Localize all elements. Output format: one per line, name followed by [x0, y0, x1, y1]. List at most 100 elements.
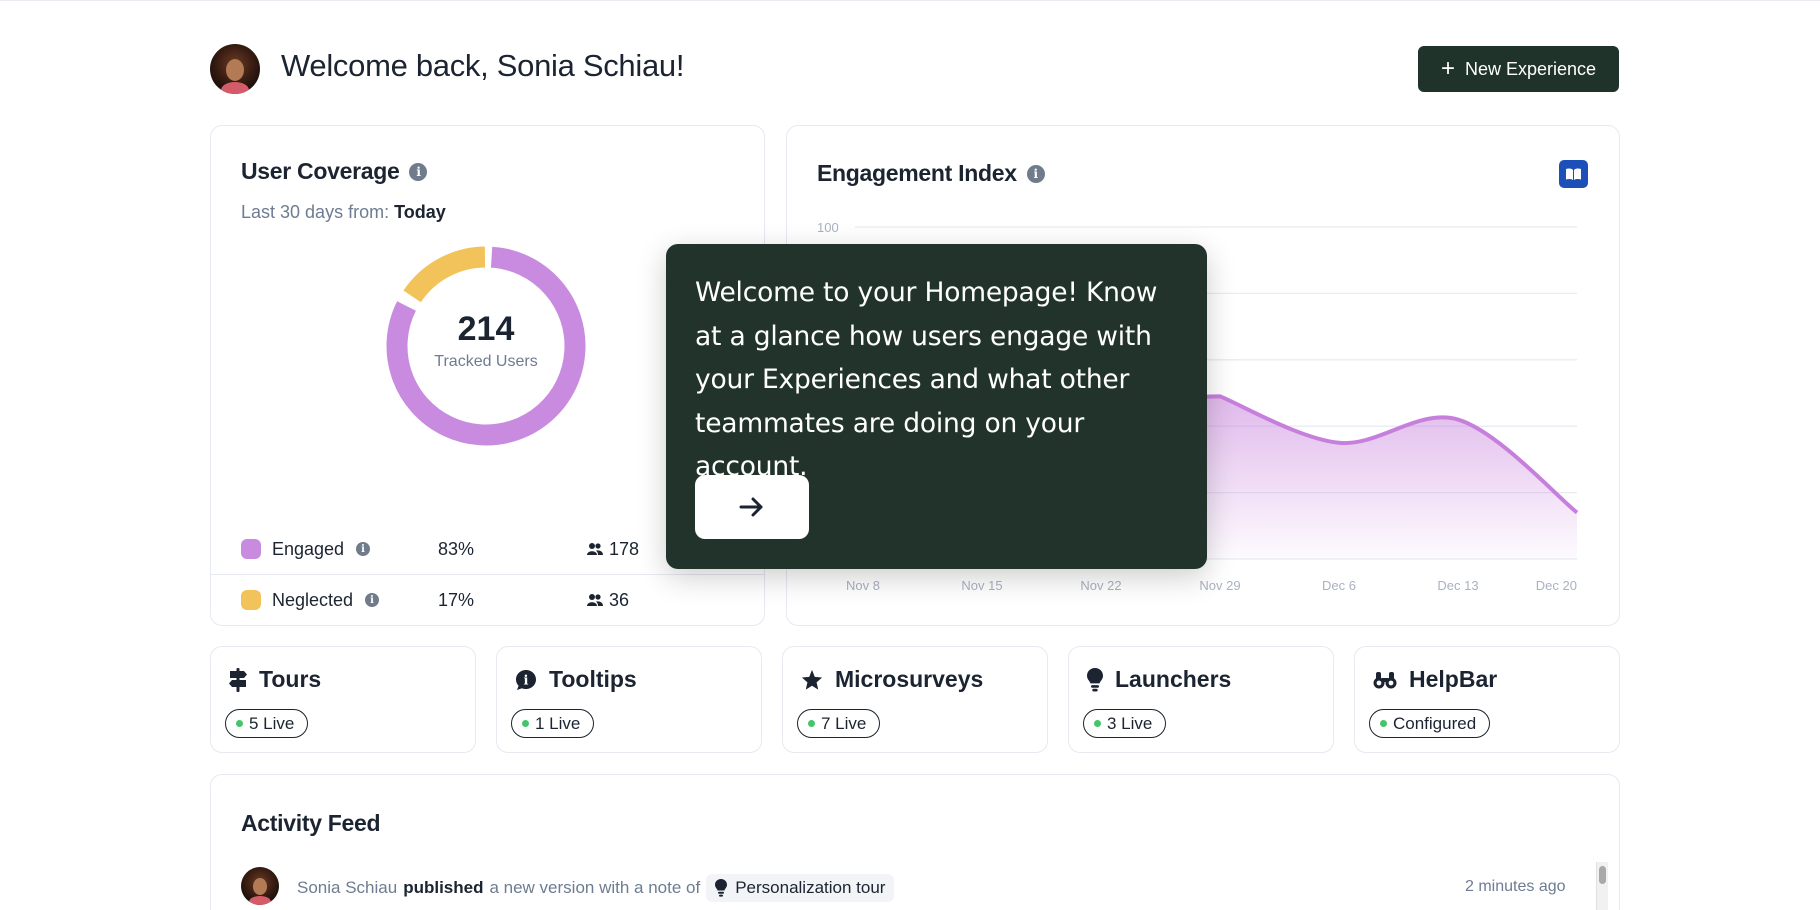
tile-status-helpbar[interactable]: Configured — [1369, 709, 1491, 738]
donut-center: 214 Tracked Users — [388, 310, 584, 371]
x-tick-label: Nov 15 — [961, 578, 1002, 593]
page-title: Welcome back, Sonia Schiau! — [281, 48, 685, 83]
activity-time: 2 minutes ago — [1465, 878, 1566, 895]
tile-microsurveys[interactable] — [782, 646, 1048, 753]
tile-launchers[interactable] — [1068, 646, 1334, 753]
new-experience-button[interactable]: + New Experience — [1418, 46, 1619, 92]
tile-label: Microsurveys — [835, 666, 984, 692]
engaged-percent: 83% — [438, 538, 475, 559]
x-tick-label: Dec 20 — [1536, 578, 1577, 593]
activity-target-tag[interactable]: Personalization tour — [706, 874, 895, 902]
engagement-line — [854, 394, 1579, 515]
date-range-value: Today — [394, 202, 446, 222]
legend-row-engaged[interactable]: Engaged i 83% 178 — [210, 523, 764, 575]
activity-action: published — [403, 878, 484, 897]
lightbulb-icon — [1087, 667, 1103, 692]
engagement-index-title-text: Engagement Index — [817, 160, 1017, 186]
donut-segment-neglected[interactable] — [385, 245, 587, 447]
activity-item[interactable]: Sonia Schiau published a new version wit… — [297, 874, 895, 902]
tracked-users-count: 214 — [457, 310, 515, 348]
engagement-index-title: Engagement Index i — [817, 160, 1045, 187]
activity-feed-title: Activity Feed — [241, 810, 381, 836]
engaged-count-value: 178 — [609, 538, 640, 559]
tile-tooltips[interactable] — [496, 646, 762, 753]
tile-label: HelpBar — [1409, 666, 1498, 692]
tile-title-launchers: Launchers — [1087, 666, 1231, 693]
y-tick-label: 100 — [817, 220, 839, 235]
signpost-icon — [229, 667, 247, 692]
status-dot — [236, 720, 243, 727]
tile-title-tours: Tours — [229, 666, 321, 693]
tour-next-button[interactable] — [695, 475, 809, 539]
activity-target-label: Personalization tour — [735, 878, 886, 897]
lightbulb-icon — [715, 879, 728, 897]
tile-title-tooltips: i Tooltips — [515, 666, 637, 693]
users-icon — [587, 543, 603, 555]
engaged-label: Engaged — [272, 538, 345, 559]
coverage-donut — [385, 245, 587, 447]
status-label: 3 Live — [1107, 713, 1153, 733]
docs-book-button[interactable] — [1559, 160, 1588, 188]
tour-tooltip: Welcome to your Homepage! Know at a glan… — [666, 244, 1207, 569]
activity-user[interactable]: Sonia Schiau — [297, 878, 398, 897]
user-coverage-title-text: User Coverage — [241, 158, 400, 184]
neglected-count: 36 — [587, 590, 629, 611]
info-bubble-icon: i — [515, 669, 537, 691]
tile-label: Tooltips — [549, 666, 637, 692]
tile-helpbar[interactable] — [1354, 646, 1620, 753]
info-icon[interactable]: i — [356, 542, 371, 556]
book-icon — [1566, 167, 1581, 180]
arrow-right-icon — [739, 497, 763, 517]
tour-tooltip-text: Welcome to your Homepage! Know at a glan… — [695, 277, 1158, 482]
activity-text: a new version with a note of — [489, 878, 701, 897]
x-tick-label: Dec 13 — [1437, 578, 1478, 593]
tile-status-microsurveys[interactable]: 7 Live — [797, 709, 881, 738]
tile-status-launchers[interactable]: 3 Live — [1083, 709, 1167, 738]
tile-status-tours[interactable]: 5 Live — [225, 709, 309, 738]
tile-status-tooltips[interactable]: 1 Live — [511, 709, 595, 738]
x-axis-ticks: Nov 8 Nov 15 Nov 22 Nov 29 Dec 6 Dec 13 Dec 20 — [846, 578, 1577, 593]
neglected-swatch — [241, 590, 261, 610]
tile-title-helpbar: HelpBar — [1373, 666, 1497, 693]
tile-label: Tours — [259, 666, 322, 692]
neglected-percent: 17% — [438, 589, 475, 610]
date-range[interactable]: Last 30 days from: Today — [241, 202, 446, 223]
x-tick-label: Nov 29 — [1199, 578, 1240, 593]
status-label: 5 Live — [249, 713, 295, 733]
tile-tours[interactable] — [210, 646, 476, 753]
new-experience-label: New Experience — [1464, 58, 1597, 79]
status-label: 7 Live — [821, 713, 867, 733]
neglected-count-value: 36 — [609, 589, 630, 610]
users-icon — [587, 594, 603, 606]
status-dot — [1094, 720, 1101, 727]
engaged-swatch — [241, 539, 261, 559]
engaged-count: 178 — [587, 539, 639, 560]
x-tick-label: Nov 22 — [1080, 578, 1121, 593]
date-range-prefix: Last 30 days from: — [241, 202, 390, 222]
svg-text:i: i — [524, 673, 529, 688]
info-icon[interactable]: i — [409, 162, 428, 181]
activity-avatar[interactable] — [241, 867, 279, 905]
status-dot — [522, 720, 529, 727]
status-dot — [1380, 720, 1387, 727]
legend-row-neglected[interactable]: Neglected i 17% 36 — [210, 574, 764, 626]
legend-divider — [210, 574, 764, 575]
star-icon — [801, 669, 823, 691]
tile-label: Launchers — [1115, 666, 1232, 692]
info-icon[interactable]: i — [1026, 164, 1045, 183]
neglected-label: Neglected — [272, 589, 354, 610]
plus-icon: + — [1440, 55, 1455, 82]
x-tick-label: Dec 6 — [1322, 578, 1356, 593]
activity-scroll-thumb[interactable] — [1599, 866, 1606, 884]
binoculars-icon — [1373, 670, 1397, 690]
status-label: Configured — [1393, 713, 1477, 733]
x-tick-label: Nov 8 — [846, 578, 880, 593]
user-coverage-title: User Coverage i — [241, 158, 428, 185]
info-icon[interactable]: i — [365, 593, 380, 607]
status-label: 1 Live — [535, 713, 581, 733]
top-divider — [0, 0, 1820, 1]
user-avatar[interactable] — [210, 44, 260, 94]
activity-feed-card — [210, 774, 1620, 910]
tile-title-microsurveys: Microsurveys — [801, 666, 983, 693]
status-dot — [808, 720, 815, 727]
